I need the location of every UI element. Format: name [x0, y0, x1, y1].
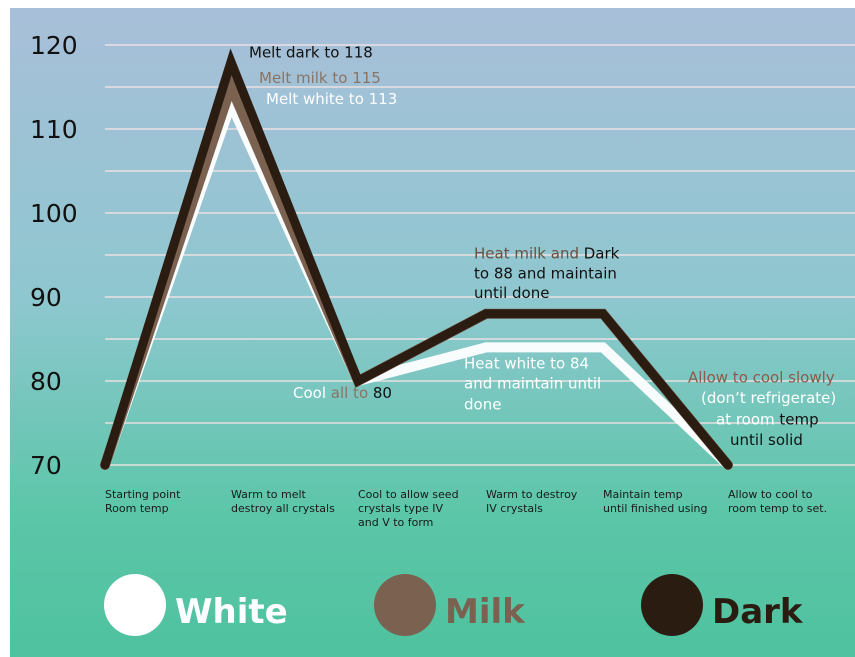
x-tick-label-line: Maintain temp — [603, 488, 683, 501]
annotation-part: Melt milk to 115 — [259, 69, 381, 87]
series-lines — [100, 48, 733, 470]
legend-swatch-milk — [374, 574, 436, 636]
legend: White Milk Dark — [104, 574, 804, 636]
annotation: until solid — [730, 431, 803, 449]
annotation: Cool all to 80 — [293, 384, 392, 402]
y-axis: 70 80 90 100 110 120 — [30, 31, 78, 480]
annotation-part: Dark — [584, 244, 620, 262]
x-tick-label-line: Allow to cool to — [728, 488, 813, 501]
x-tick-label: Warm to melt destroy all crystals — [231, 488, 335, 515]
annotation-part: temp — [779, 411, 818, 429]
x-tick-label: Cool to allow seed crystals type IV and V … — [358, 488, 459, 529]
annotation-part: Heat milk and — [474, 244, 584, 262]
x-tick-label-line: Cool to allow seed — [358, 488, 459, 501]
annotation-part: Melt dark to 118 — [249, 44, 373, 62]
annotation: Melt dark to 118 — [249, 44, 373, 62]
annotations: Melt dark to 118 Melt milk to 115 Melt whi… — [249, 44, 836, 449]
annotation-part: Melt white to 113 — [266, 90, 397, 108]
y-tick-label: 120 — [30, 31, 78, 60]
annotation: Melt white to 113 — [266, 90, 397, 108]
annotation-part: done — [464, 396, 501, 414]
annotation: Heat white to 84 — [464, 354, 589, 372]
annotation-part: until solid — [730, 431, 803, 449]
annotation: at room temp — [716, 411, 819, 429]
annotation: done — [464, 396, 501, 414]
x-tick-label-line: room temp to set. — [728, 502, 827, 515]
annotation-part: at room — [716, 411, 779, 429]
chart-background — [10, 8, 855, 657]
x-tick-label-line: Warm to melt — [231, 488, 307, 501]
y-tick-label: 80 — [30, 367, 62, 396]
x-tick-label-line: IV crystals — [486, 502, 543, 515]
x-tick-label-line: destroy all crystals — [231, 502, 335, 515]
legend-swatch-dark — [641, 574, 703, 636]
x-tick-label-line: Room temp — [105, 502, 169, 515]
annotation: to 88 and maintain — [474, 265, 617, 283]
x-tick-label-line: Starting point — [105, 488, 181, 501]
x-tick-label: Starting point Room temp — [105, 488, 181, 515]
annotation: Melt milk to 115 — [259, 69, 381, 87]
x-tick-label-line: Warm to destroy — [486, 488, 578, 501]
annotation: until done — [474, 284, 549, 302]
annotation-part: and maintain until — [464, 375, 601, 393]
annotation-part: Cool — [293, 384, 331, 402]
annotation: and maintain until — [464, 375, 601, 393]
y-tick-label: 90 — [30, 283, 62, 312]
annotation-part: 80 — [373, 384, 392, 402]
series-line-dark — [100, 48, 733, 470]
annotation-part: until done — [474, 284, 549, 302]
annotation: (don’t refrigerate) — [701, 389, 836, 407]
y-tick-label: 110 — [30, 115, 78, 144]
y-tick-label: 70 — [30, 451, 62, 480]
legend-label-milk: Milk — [445, 592, 526, 632]
legend-label-dark: Dark — [712, 592, 804, 632]
annotation-part: all to — [331, 384, 373, 402]
legend-swatch-white — [104, 574, 166, 636]
annotation: Heat milk and Dark — [474, 244, 620, 262]
annotation-part: Allow to cool slowly — [688, 369, 835, 387]
x-tick-label: Warm to destroy IV crystals — [486, 488, 578, 515]
x-tick-label-line: until finished using — [603, 502, 707, 515]
annotation-part: to 88 and maintain — [474, 265, 617, 283]
x-axis-labels: Starting point Room temp Warm to melt destr… — [105, 488, 827, 529]
annotation-part: Heat white to 84 — [464, 354, 589, 372]
x-tick-label: Allow to cool to room temp to set. — [728, 488, 827, 515]
y-tick-label: 100 — [30, 199, 78, 228]
x-tick-label-line: and V to form — [358, 516, 433, 529]
annotation: Allow to cool slowly — [688, 369, 835, 387]
x-tick-label-line: crystals type IV — [358, 502, 443, 515]
gridlines — [105, 44, 855, 466]
x-tick-label: Maintain temp until finished using — [603, 488, 707, 515]
annotation-part: (don’t refrigerate) — [701, 389, 836, 407]
legend-label-white: White — [175, 592, 288, 632]
